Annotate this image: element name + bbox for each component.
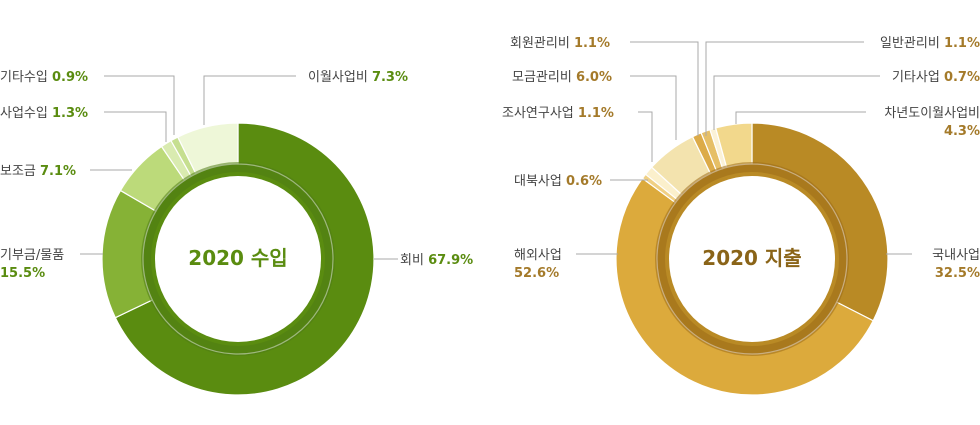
label-name: 기부금/물품 (0, 248, 64, 263)
label-name: 대북사업 (514, 174, 566, 189)
label-해외사업: 해외사업 52.6% (514, 248, 562, 281)
label-조사연구사업: 조사연구사업 1.1% (502, 106, 614, 121)
chart-title: 2020 수입 (188, 246, 287, 270)
label-pct: 0.9% (52, 70, 88, 85)
leader-line (705, 41, 864, 136)
label-name: 기타수입 (0, 70, 52, 85)
label-name: 모금관리비 (512, 70, 576, 85)
leader-line (735, 111, 866, 124)
label-name: 해외사업 (514, 248, 562, 263)
label-name: 사업수입 (0, 106, 52, 121)
label-pct: 52.6% (514, 266, 559, 281)
donut-0: 2020 수입 회비 67.9% 기부금/물품 15.5% 보조금 7.1% 사업수입 1… (0, 70, 473, 396)
label-pct: 32.5% (935, 266, 980, 281)
leader-line (104, 75, 175, 135)
donut-center (155, 176, 321, 342)
label-pct: 1.1% (574, 36, 610, 51)
label-pct: 7.3% (372, 70, 408, 85)
label-name: 국내사업 (932, 248, 980, 263)
label-차년도이월사업비: 차년도이월사업비 4.3% (884, 106, 980, 139)
donut-center (669, 176, 835, 342)
label-pct: 1.3% (52, 106, 88, 121)
label-name: 회원관리비 (510, 36, 574, 51)
donut-inner-ring (655, 162, 849, 356)
label-name: 조사연구사업 (502, 106, 578, 121)
label-사업수입: 사업수입 1.3% (0, 106, 88, 121)
label-기타사업: 기타사업 0.7% (892, 70, 980, 85)
label-기타수입: 기타수입 0.9% (0, 70, 88, 85)
label-모금관리비: 모금관리비 6.0% (512, 70, 612, 85)
label-pct: 67.9% (428, 253, 473, 268)
label-일반관리비: 일반관리비 1.1% (880, 36, 980, 51)
leader-line (713, 75, 880, 130)
leader-line (638, 111, 653, 162)
label-pct: 6.0% (576, 70, 612, 85)
label-name: 보조금 (0, 164, 40, 179)
label-name: 회비 (400, 253, 428, 268)
label-대북사업: 대북사업 0.6% (514, 174, 602, 189)
label-pct: 4.3% (944, 124, 980, 139)
label-pct: 7.1% (40, 164, 76, 179)
label-pct: 15.5% (0, 266, 45, 281)
label-국내사업: 국내사업 32.5% (932, 248, 980, 281)
label-이월사업비: 이월사업비 7.3% (308, 70, 408, 85)
leader-line (104, 111, 167, 142)
label-pct: 1.1% (944, 36, 980, 51)
label-pct: 1.1% (578, 106, 614, 121)
leader-line (203, 75, 296, 125)
label-회원관리비: 회원관리비 1.1% (510, 36, 610, 51)
donut-inner-ring (141, 162, 335, 356)
label-회비: 회비 67.9% (400, 253, 473, 268)
chart-title: 2020 지출 (702, 246, 801, 270)
label-보조금: 보조금 7.1% (0, 164, 76, 179)
label-pct: 0.7% (944, 70, 980, 85)
label-pct: 0.6% (566, 174, 602, 189)
label-name: 이월사업비 (308, 70, 372, 85)
leader-line (630, 41, 699, 136)
label-name: 기타사업 (892, 70, 944, 85)
label-name: 차년도이월사업비 (884, 106, 980, 121)
label-name: 일반관리비 (880, 36, 944, 51)
label-기부금/물품: 기부금/물품 15.5% (0, 248, 64, 281)
leader-line (630, 75, 677, 140)
donut-1: 2020 지출 국내사업 32.5% 해외사업 52.6% 대북사업 0.6% 조사연구사업… (502, 36, 980, 396)
